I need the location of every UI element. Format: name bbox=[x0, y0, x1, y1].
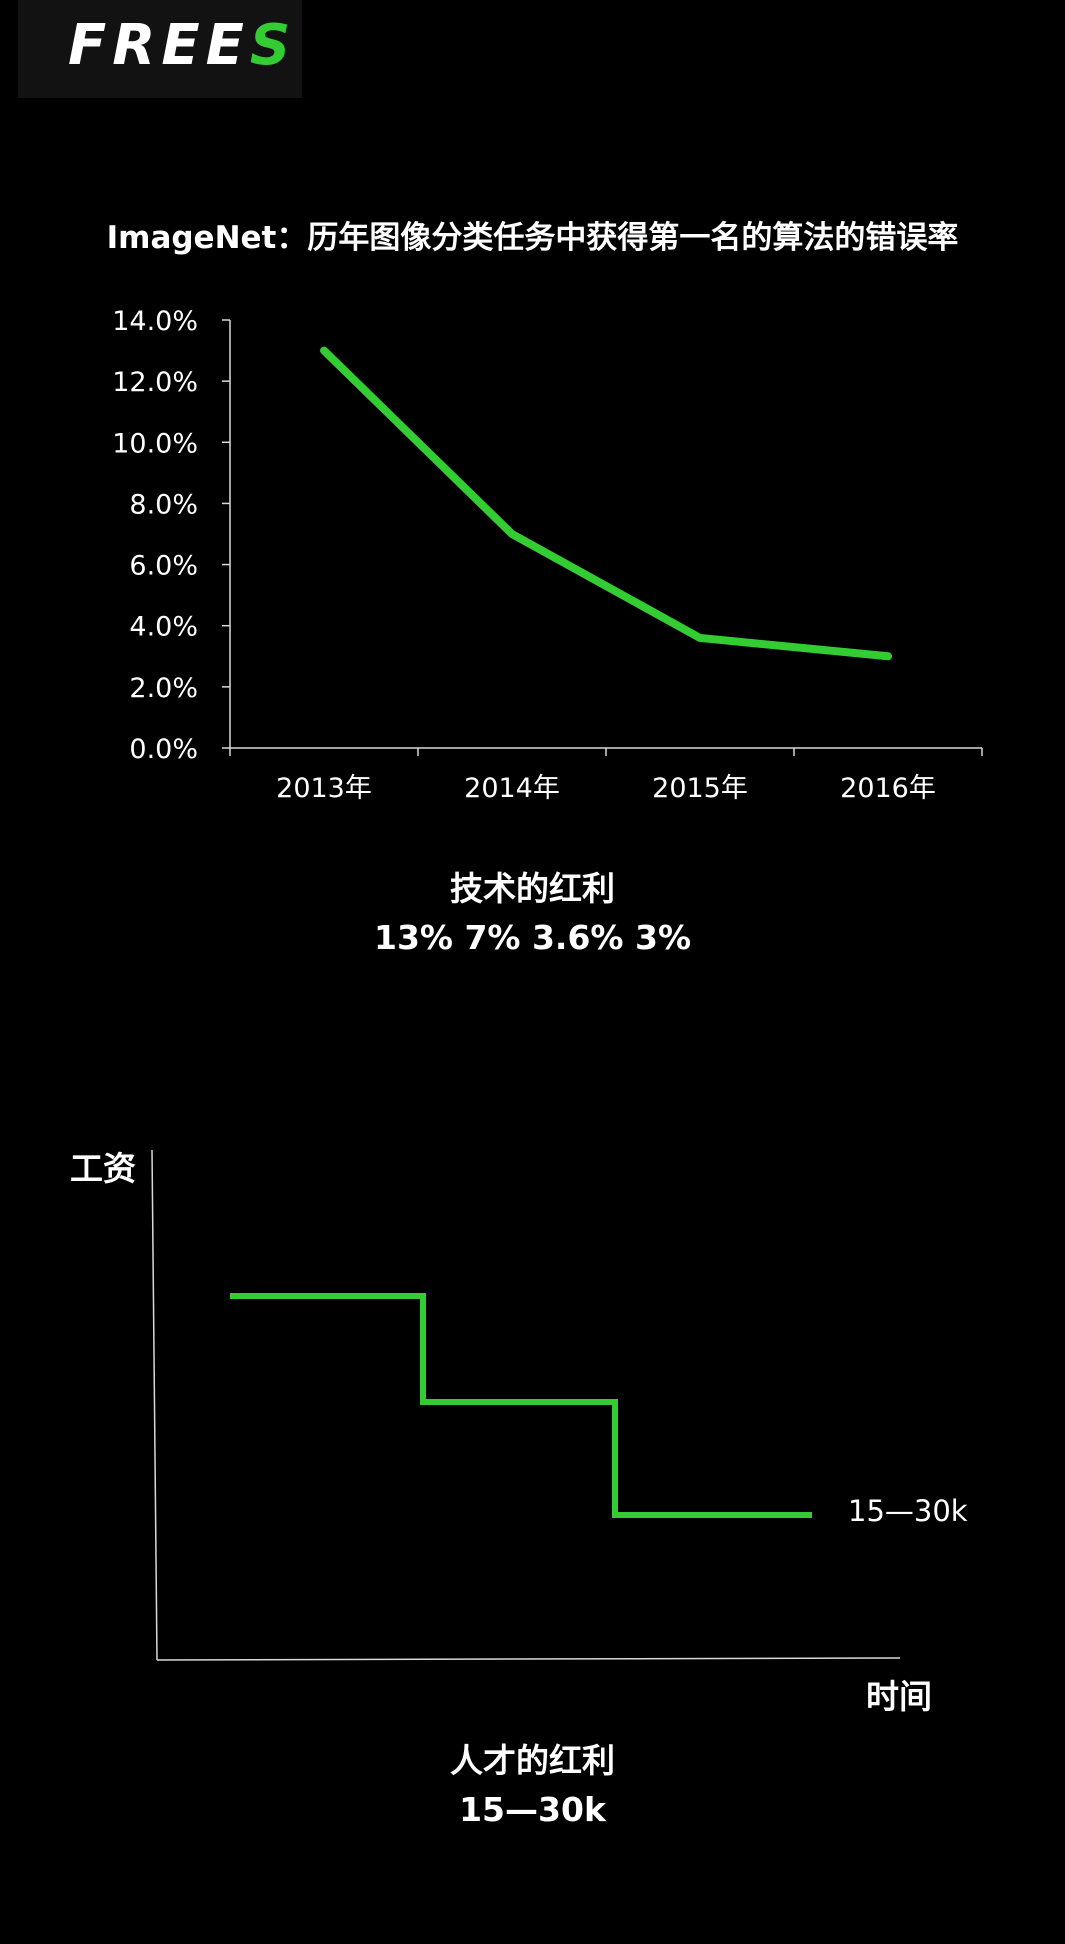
caption2-values: 15—30k bbox=[459, 1790, 606, 1829]
y-axis-label: 工资 bbox=[70, 1149, 136, 1188]
y-tick-label: 0.0% bbox=[129, 734, 198, 765]
caption1-values: 13% 7% 3.6% 3% bbox=[373, 918, 692, 957]
y-axis bbox=[151, 1149, 158, 1661]
error-rate-chart: 0.0% 2.0% 4.0% 6.0% 8.0% 10.0% 12.0% 14.0% 2013年… bbox=[112, 306, 983, 804]
caption2-title: 人才的红利 bbox=[450, 1741, 615, 1780]
brand-logo: FREES bbox=[18, 0, 302, 98]
y-tick-label: 14.0% bbox=[112, 306, 198, 337]
brand-logo-text: FREES bbox=[68, 18, 296, 74]
series-line bbox=[320, 346, 892, 661]
data-point bbox=[509, 531, 515, 537]
x-tick-label: 2013年 bbox=[276, 773, 372, 804]
y-tick-label: 10.0% bbox=[112, 428, 198, 459]
salary-annotation: 15—30k bbox=[848, 1494, 968, 1528]
y-tick-label: 12.0% bbox=[112, 367, 198, 398]
y-tick-label: 8.0% bbox=[129, 489, 198, 520]
caption1-title: 技术的红利 bbox=[450, 869, 615, 908]
logo-accent-text: S bbox=[249, 13, 297, 78]
data-point bbox=[885, 653, 891, 660]
x-tick-label: 2015年 bbox=[652, 773, 748, 804]
logo-main-text: FREE bbox=[68, 13, 250, 78]
y-tick-label: 2.0% bbox=[129, 673, 198, 704]
x-tick-label: 2016年 bbox=[840, 773, 936, 804]
x-axis bbox=[156, 1657, 901, 1661]
x-axis-label: 时间 bbox=[866, 1677, 932, 1716]
salary-step-line bbox=[230, 1293, 812, 1518]
x-tick-label: 2014年 bbox=[464, 773, 560, 804]
data-point bbox=[321, 347, 327, 354]
y-tick-label: 4.0% bbox=[129, 612, 198, 643]
chart1-title: ImageNet：历年图像分类任务中获得第一名的算法的错误率 bbox=[106, 220, 959, 256]
y-tick-label: 6.0% bbox=[129, 551, 198, 582]
data-point bbox=[697, 634, 703, 641]
